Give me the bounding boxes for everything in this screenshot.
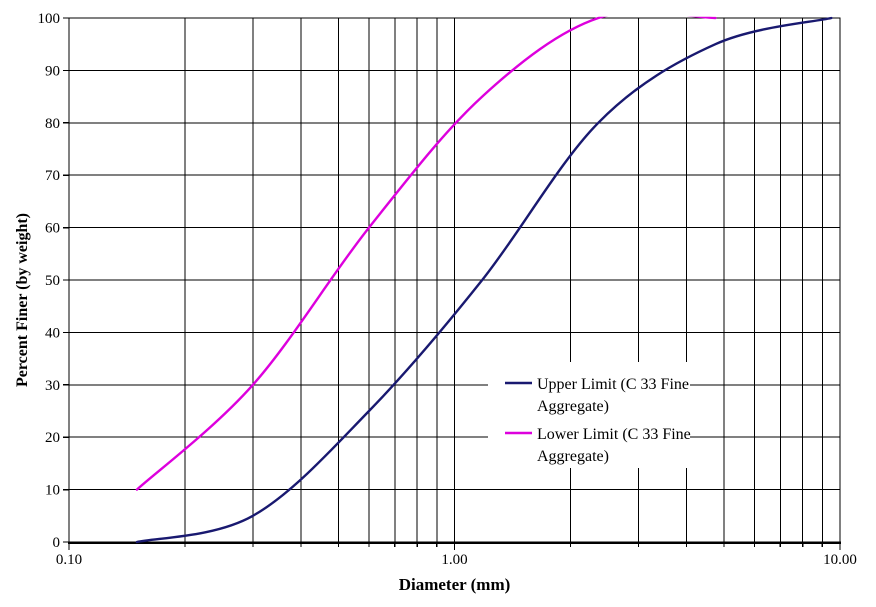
y-axis-title: Percent Finer (by weight): [14, 213, 31, 387]
y-tick-label: 60: [45, 221, 60, 237]
y-tick-label: 30: [45, 378, 60, 394]
legend: Upper Limit (C 33 Fine Aggregate) Lower Li…: [488, 362, 691, 468]
y-tick-label: 20: [45, 430, 60, 446]
series-line-lower-limit: [135, 16, 717, 491]
y-tick-label: 100: [38, 11, 61, 27]
axis-ticks: [63, 17, 841, 550]
legend-background: [488, 362, 690, 468]
x-tick-label: 0.10: [56, 552, 82, 568]
y-tick-label: 0: [53, 535, 61, 551]
series-line-upper-limit: [135, 16, 833, 544]
y-tick-label: 90: [45, 63, 60, 79]
x-axis-title: Diameter (mm): [399, 575, 511, 594]
series-group: [135, 16, 833, 544]
x-tick-label: 10.00: [823, 552, 857, 568]
legend-label-line: Upper Limit (C 33 Fine: [537, 376, 689, 393]
x-tick-label: 1.00: [441, 552, 467, 568]
gridlines: [69, 18, 840, 542]
legend-label-line: Aggregate): [537, 398, 609, 415]
y-tick-label: 80: [45, 116, 60, 132]
y-tick-label: 70: [45, 168, 60, 184]
y-tick-label: 40: [45, 325, 60, 341]
legend-label-line: Aggregate): [537, 448, 609, 465]
legend-label-line: Lower Limit (C 33 Fine: [537, 426, 691, 443]
y-tick-label: 10: [45, 483, 60, 499]
y-tick-label: 50: [45, 273, 60, 289]
